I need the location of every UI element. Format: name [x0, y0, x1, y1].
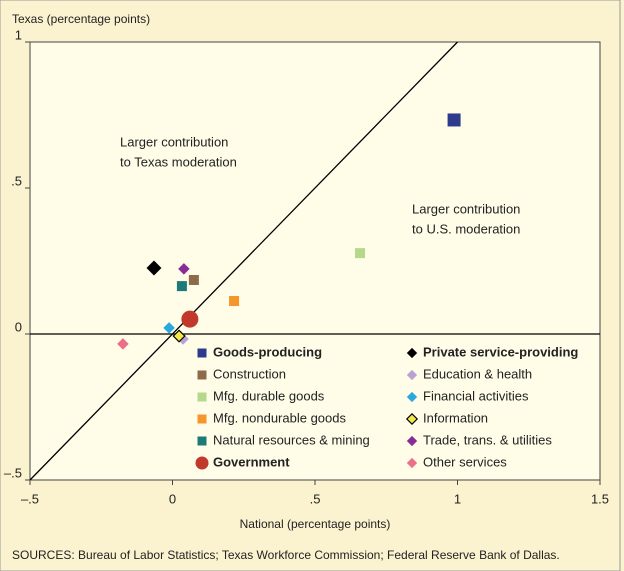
diagonal-line: [29, 41, 458, 481]
legend-marker: [195, 456, 209, 470]
marker: [229, 296, 240, 307]
x-tick-label: –.5: [21, 491, 39, 506]
legend-label: Natural resources & mining: [213, 432, 370, 447]
plot-area: [29, 41, 601, 481]
legend-marker: [406, 391, 418, 403]
y-tick-label: .5: [11, 173, 22, 188]
marker: [181, 310, 199, 328]
legend-label: Private service-providing: [423, 344, 578, 359]
y-axis-label: Texas (percentage points): [12, 12, 150, 26]
marker: [178, 263, 190, 275]
legend-marker: [197, 392, 207, 402]
annotation: Larger contribution: [412, 201, 520, 216]
annotation: to U.S. moderation: [412, 221, 520, 236]
x-tick-label: 1: [454, 491, 461, 506]
legend-marker: [405, 412, 419, 426]
legend-label: Construction: [213, 366, 286, 381]
annotation: to Texas moderation: [120, 154, 237, 169]
y-tick-label: –.5: [4, 465, 22, 480]
legend-label: Goods-producing: [213, 344, 322, 359]
legend-label: Other services: [423, 454, 507, 469]
legend-marker: [197, 436, 207, 446]
x-tick-label: .5: [310, 491, 321, 506]
legend-marker: [197, 348, 207, 358]
legend-marker: [406, 435, 418, 447]
legend-label: Information: [423, 410, 488, 425]
marker: [355, 248, 366, 259]
legend-marker: [406, 457, 418, 469]
source: SOURCES: Bureau of Labor Statistics; Tex…: [12, 548, 560, 562]
marker: [172, 329, 186, 343]
legend-label: Trade, trans. & utilities: [423, 432, 552, 447]
legend-marker: [197, 414, 207, 424]
x-tick-label: 0: [169, 491, 176, 506]
marker: [163, 322, 175, 334]
legend-marker: [406, 347, 418, 359]
x-tick-label: 1.5: [591, 491, 609, 506]
marker: [117, 338, 129, 350]
marker: [146, 260, 162, 276]
marker: [176, 281, 187, 292]
legend-label: Education & health: [423, 366, 532, 381]
legend-marker: [406, 369, 418, 381]
y-tick-label: 0: [15, 319, 22, 334]
legend-label: Mfg. nondurable goods: [213, 410, 346, 425]
legend-marker: [197, 370, 207, 380]
y-tick-label: 1: [15, 27, 22, 42]
legend-label: Government: [213, 454, 290, 469]
legend-label: Financial activities: [423, 388, 529, 403]
marker: [447, 113, 461, 127]
annotation: Larger contribution: [120, 134, 228, 149]
x-axis-label: National (percentage points): [240, 517, 391, 531]
legend-label: Mfg. durable goods: [213, 388, 325, 403]
marker: [188, 274, 199, 285]
